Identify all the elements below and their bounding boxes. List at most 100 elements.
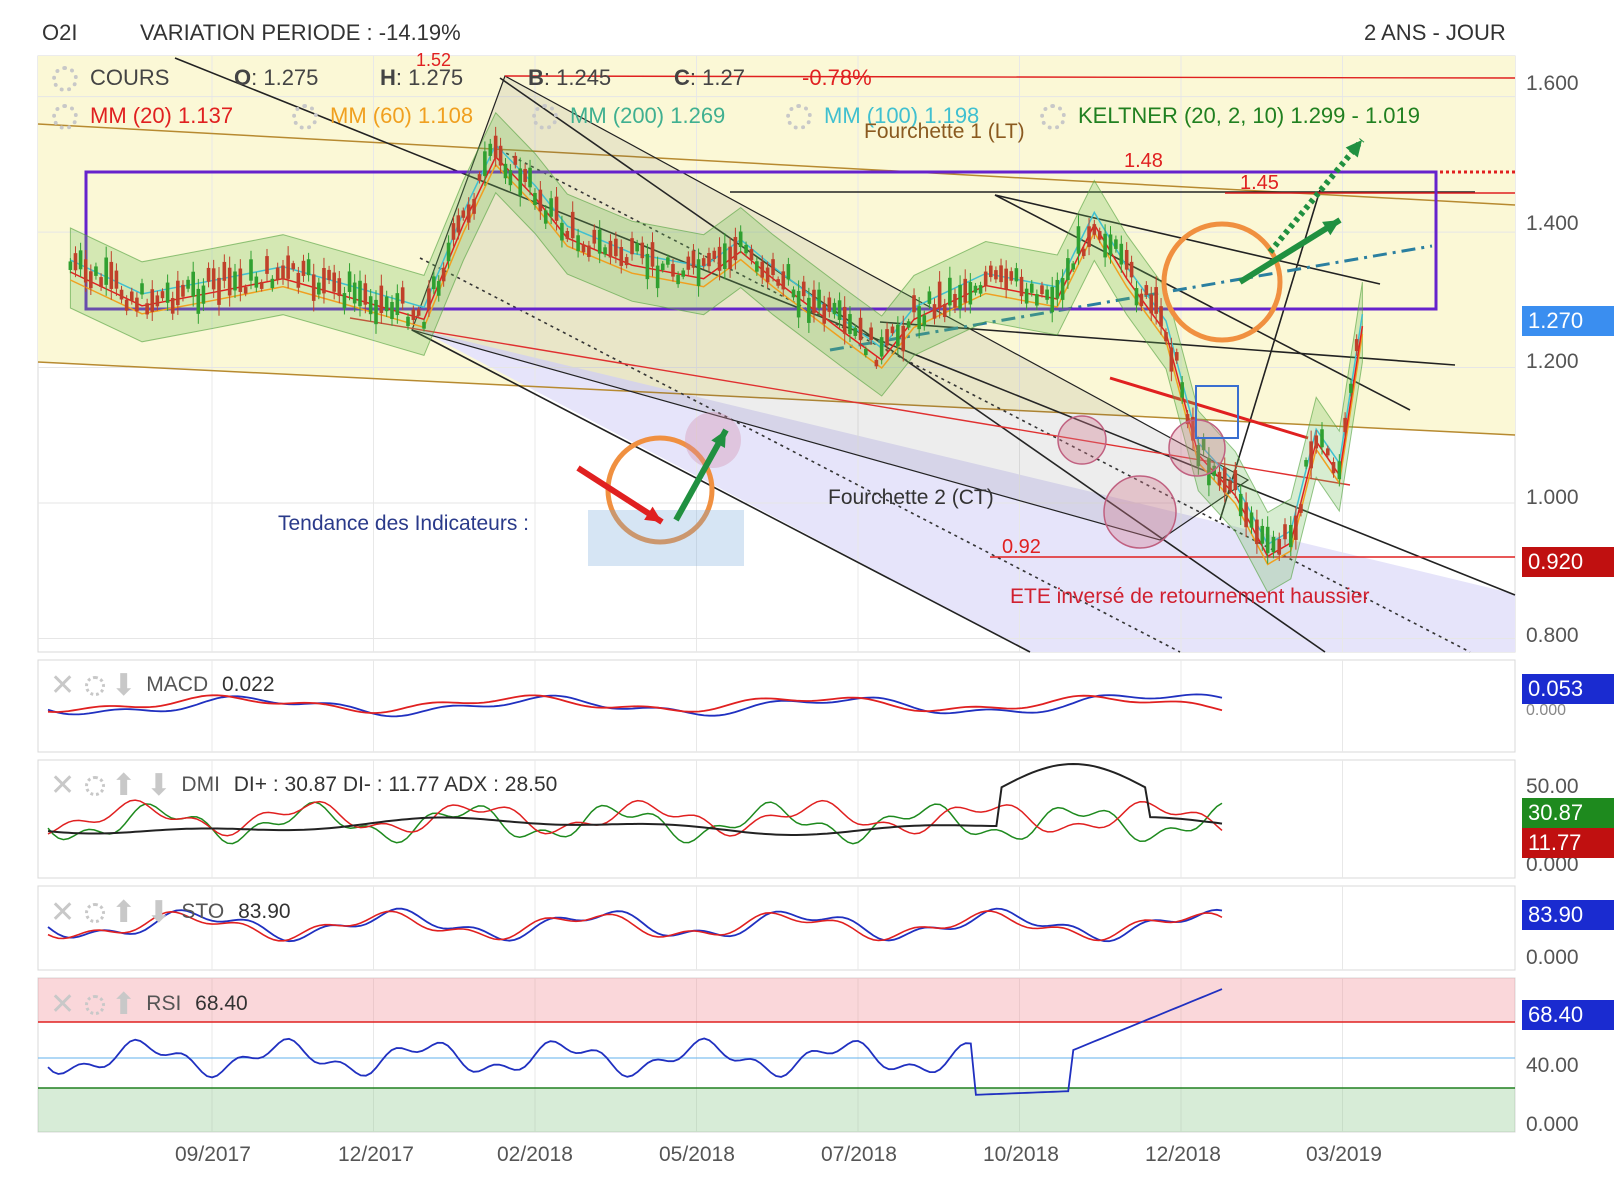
x-label-0718: 07/2018	[821, 1143, 897, 1166]
close-icon[interactable]: ✕	[50, 769, 76, 802]
candle-body	[948, 277, 952, 306]
dmi-panel-header: ✕ ⬆ ⬇ DMI DI+ : 30.87 DI- : 11.77 ADX : 28.…	[50, 768, 557, 803]
candle-body	[196, 288, 201, 314]
adx-line	[47, 762, 1223, 836]
gear-icon[interactable]	[85, 675, 106, 696]
candle-body	[1337, 461, 1342, 480]
x-label-0518: 05/2018	[659, 1143, 735, 1166]
mm100-indicator[interactable]: MM (100) 1.198	[786, 103, 979, 131]
candle-body	[1294, 515, 1298, 540]
close-icon[interactable]: ✕	[50, 988, 76, 1021]
cours-label: COURS	[90, 65, 170, 90]
candle-body	[1331, 461, 1336, 474]
candle-body	[513, 155, 518, 165]
candle-body	[786, 264, 791, 280]
variation-label: VARIATION PERIODE : -14.19%	[140, 20, 461, 45]
candle-body	[400, 287, 405, 304]
x-label-0319: 03/2019	[1306, 1143, 1382, 1166]
gear-icon[interactable]	[292, 104, 318, 131]
gear-icon[interactable]	[1040, 104, 1066, 131]
gear-icon[interactable]	[85, 994, 106, 1015]
candle-body	[227, 267, 232, 296]
candle-body	[363, 283, 368, 305]
arrow-down-icon[interactable]: ⬇	[146, 769, 172, 802]
candle-body	[842, 306, 847, 334]
candle-body	[917, 306, 921, 330]
candle-body	[206, 267, 211, 282]
ct-median-dotted-2	[499, 149, 1471, 653]
candle-body	[554, 196, 559, 221]
gear-icon[interactable]	[85, 775, 106, 796]
arrow-up-icon[interactable]: ⬆	[111, 769, 137, 802]
gear-icon[interactable]	[532, 104, 558, 131]
candle-body	[135, 297, 139, 312]
candle-body	[1076, 226, 1081, 254]
candle-body	[99, 277, 103, 287]
sto-panel-header: ✕ ⬆ ⬇ STO 83.90	[50, 895, 291, 930]
dmi-panel-frame	[37, 759, 1516, 879]
keltner-indicator[interactable]: KELTNER (20, 2, 10) 1.299 - 1.019	[1040, 103, 1420, 131]
candle-body	[1304, 460, 1308, 467]
arrow-up-icon[interactable]: ⬆	[111, 896, 137, 929]
candle-body	[1092, 224, 1097, 235]
candle-body	[723, 243, 727, 270]
arrow-up-icon[interactable]: ⬆	[111, 988, 137, 1021]
sto-value: 83.90	[238, 900, 291, 924]
close-icon[interactable]: ✕	[50, 896, 76, 929]
candle-body	[243, 287, 248, 294]
candle-body	[807, 297, 811, 323]
candle-body	[337, 278, 342, 297]
candle-body	[503, 163, 508, 179]
green-breakout-arrow-shaft	[1238, 217, 1342, 285]
candle-body	[1119, 243, 1124, 265]
candle-body	[165, 282, 170, 303]
candle-body	[374, 299, 378, 325]
candle-body	[1349, 383, 1353, 393]
price-tick-0800: 0.800	[1526, 624, 1579, 647]
mm60-indicator[interactable]: MM (60) 1.108	[292, 103, 473, 131]
candle-body	[896, 324, 900, 346]
fan-line-2	[994, 194, 1381, 285]
candle-body	[1149, 294, 1154, 314]
candle-body	[1129, 261, 1134, 278]
close-icon[interactable]: ✕	[50, 669, 76, 702]
period-selector[interactable]: 2 ANS - JOUR	[1364, 20, 1506, 45]
red-trend-1	[349, 317, 1351, 486]
mm200-indicator[interactable]: MM (200) 1.269	[532, 103, 725, 131]
candle-body	[422, 321, 426, 329]
candle-body	[129, 291, 134, 301]
rsi-tag: 68.40	[1522, 1000, 1614, 1030]
arrow-down-icon[interactable]: ⬇	[146, 896, 172, 929]
candle-body	[1233, 470, 1238, 491]
candle-body	[958, 284, 962, 309]
candle-body	[1343, 417, 1347, 433]
candle-body	[755, 261, 759, 272]
green-breakout-arrow-head	[1322, 220, 1340, 236]
candle-body	[1238, 493, 1243, 517]
red-down-arrow-head	[644, 506, 662, 522]
macd-panel-header: ✕ ⬇ MACD 0.022	[50, 668, 275, 703]
candle-body	[150, 289, 155, 312]
green-target-arrow-head	[1345, 140, 1362, 158]
candle-body	[999, 265, 1003, 283]
candle-body	[570, 211, 575, 239]
candle-body	[104, 257, 108, 285]
gear-icon[interactable]	[52, 104, 78, 131]
candle-body	[1154, 287, 1158, 314]
candle-body	[812, 289, 816, 314]
candle-body	[265, 256, 269, 274]
arrow-down-icon[interactable]: ⬇	[111, 669, 137, 702]
gear-icon[interactable]	[786, 104, 812, 131]
x-label-1218: 12/2018	[1145, 1143, 1221, 1166]
gear-icon[interactable]	[52, 66, 78, 93]
candle-body	[858, 317, 863, 341]
candle-body	[176, 280, 180, 306]
candle-body	[311, 274, 316, 301]
mm20-indicator[interactable]: MM (20) 1.137	[52, 103, 233, 131]
candle-body	[1103, 233, 1107, 258]
candle-body	[286, 255, 290, 279]
macd-label: MACD	[146, 673, 209, 697]
gear-icon[interactable]	[85, 902, 106, 923]
candle-body	[191, 271, 195, 297]
high-value: H: 1.275	[380, 65, 464, 90]
